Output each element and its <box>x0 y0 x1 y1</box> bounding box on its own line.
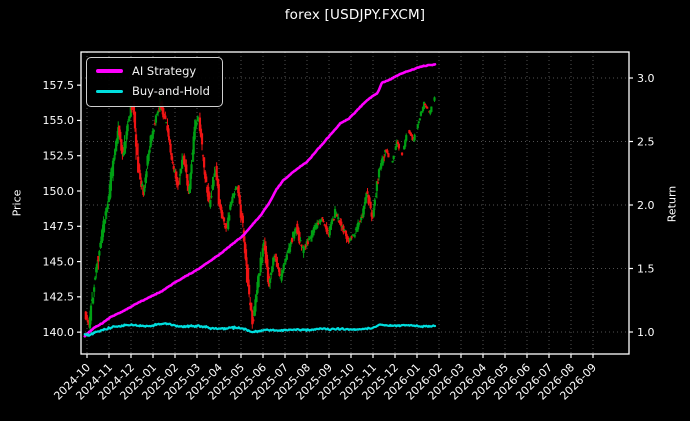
left-tick-label: 147.5 <box>43 220 75 233</box>
legend: AI Strategy Buy-and-Hold <box>86 57 223 107</box>
left-axis-label: Price <box>10 189 24 217</box>
legend-label-buy-and-hold: Buy-and-Hold <box>132 84 210 99</box>
right-tick-label: 2.5 <box>637 135 655 148</box>
legend-item-buy-and-hold: Buy-and-Hold <box>96 84 210 98</box>
buy-and-hold-line <box>83 322 437 337</box>
right-tick-label: 3.0 <box>637 72 655 85</box>
legend-item-ai-strategy: AI Strategy <box>96 64 210 78</box>
right-tick-label: 2.0 <box>637 199 655 212</box>
left-tick-label: 152.5 <box>43 150 75 163</box>
ai-strategy-line <box>83 63 437 338</box>
axis-ticks <box>77 77 633 358</box>
grid-lines <box>81 52 629 354</box>
right-axis-label: Return <box>665 185 679 223</box>
plot-border <box>80 51 630 355</box>
left-tick-label: 140.0 <box>43 326 75 339</box>
left-tick-label: 155.0 <box>43 114 75 127</box>
buy-and-hold-line-swatch-icon <box>96 89 123 94</box>
legend-label-ai-strategy: AI Strategy <box>132 64 197 78</box>
candlesticks <box>84 93 436 330</box>
right-tick-label: 1.5 <box>637 262 655 275</box>
left-tick-label: 150.0 <box>43 185 75 198</box>
left-tick-label: 157.5 <box>43 79 75 92</box>
left-tick-label: 145.0 <box>43 255 75 268</box>
chart-title: forex [USDJPY.FXCM] <box>284 7 426 23</box>
right-tick-label: 1.0 <box>637 326 655 339</box>
ai-strategy-line-swatch-icon <box>96 69 123 73</box>
left-tick-label: 142.5 <box>43 291 75 304</box>
